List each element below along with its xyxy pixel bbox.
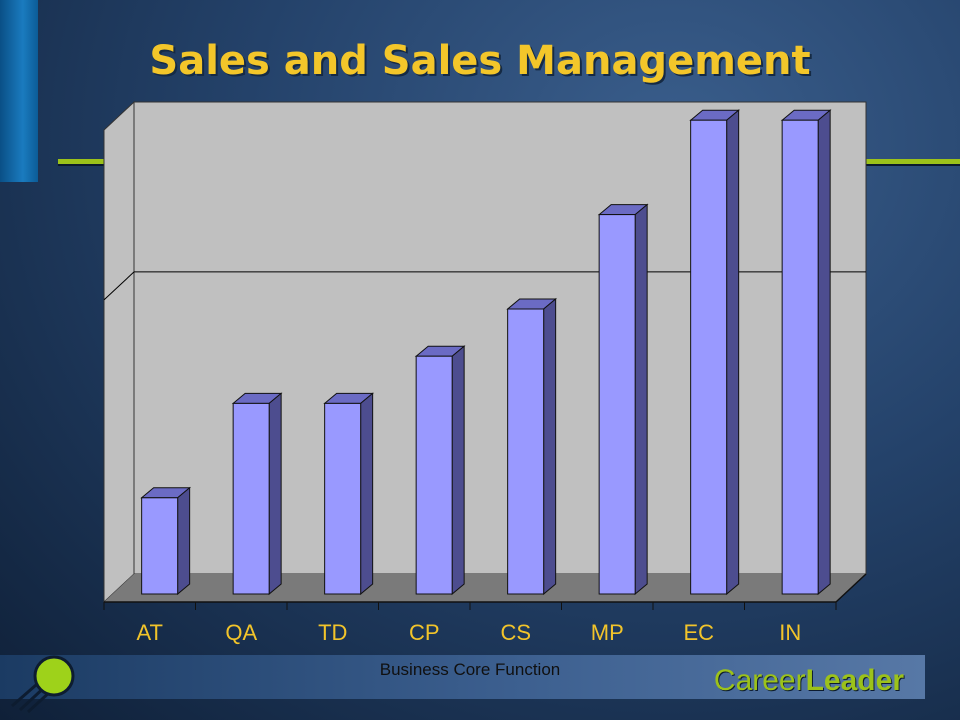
bar-td <box>324 402 362 595</box>
bar-side-cs <box>543 297 557 596</box>
careerleader-logo-icon <box>11 655 75 714</box>
brand-part-career: Career <box>713 664 806 697</box>
footer-bar <box>0 655 925 699</box>
accent-strip <box>0 0 38 182</box>
page-title: Sales and Sales Management <box>149 38 811 84</box>
x-axis-title: Business Core Function <box>379 660 561 679</box>
bar-side-ec <box>726 109 740 596</box>
chart-side-wall <box>103 100 135 604</box>
bar-side-cp <box>451 345 465 596</box>
brand-part-leader: Leader <box>805 664 904 697</box>
bar-side-in <box>817 109 831 596</box>
x-axis-edge <box>835 573 867 603</box>
bar-side-at <box>177 486 191 596</box>
bar-side-qa <box>268 392 282 596</box>
bar-cp <box>415 355 453 595</box>
chart-floor <box>104 574 866 602</box>
x-tick-label-in: IN <box>779 620 801 645</box>
bar-mp <box>598 214 636 595</box>
brand-wordmark: CareerLeader <box>714 664 904 698</box>
bar-in <box>781 119 819 595</box>
bar-at <box>141 497 179 595</box>
bar-side-td <box>360 392 374 596</box>
x-tick-label-cs: CS <box>500 620 531 645</box>
x-tick-label-mp: MP <box>591 620 624 645</box>
bar-side-mp <box>634 203 648 596</box>
bar-ec <box>690 119 728 595</box>
bar-qa <box>232 402 270 595</box>
x-tick-label-qa: QA <box>225 620 257 645</box>
x-tick-label-cp: CP <box>409 620 440 645</box>
bar-cs <box>507 308 545 595</box>
x-tick-label-td: TD <box>318 620 347 645</box>
x-tick-label-ec: EC <box>683 620 714 645</box>
gridline-side <box>103 271 135 301</box>
x-tick-label-at: AT <box>137 620 163 645</box>
